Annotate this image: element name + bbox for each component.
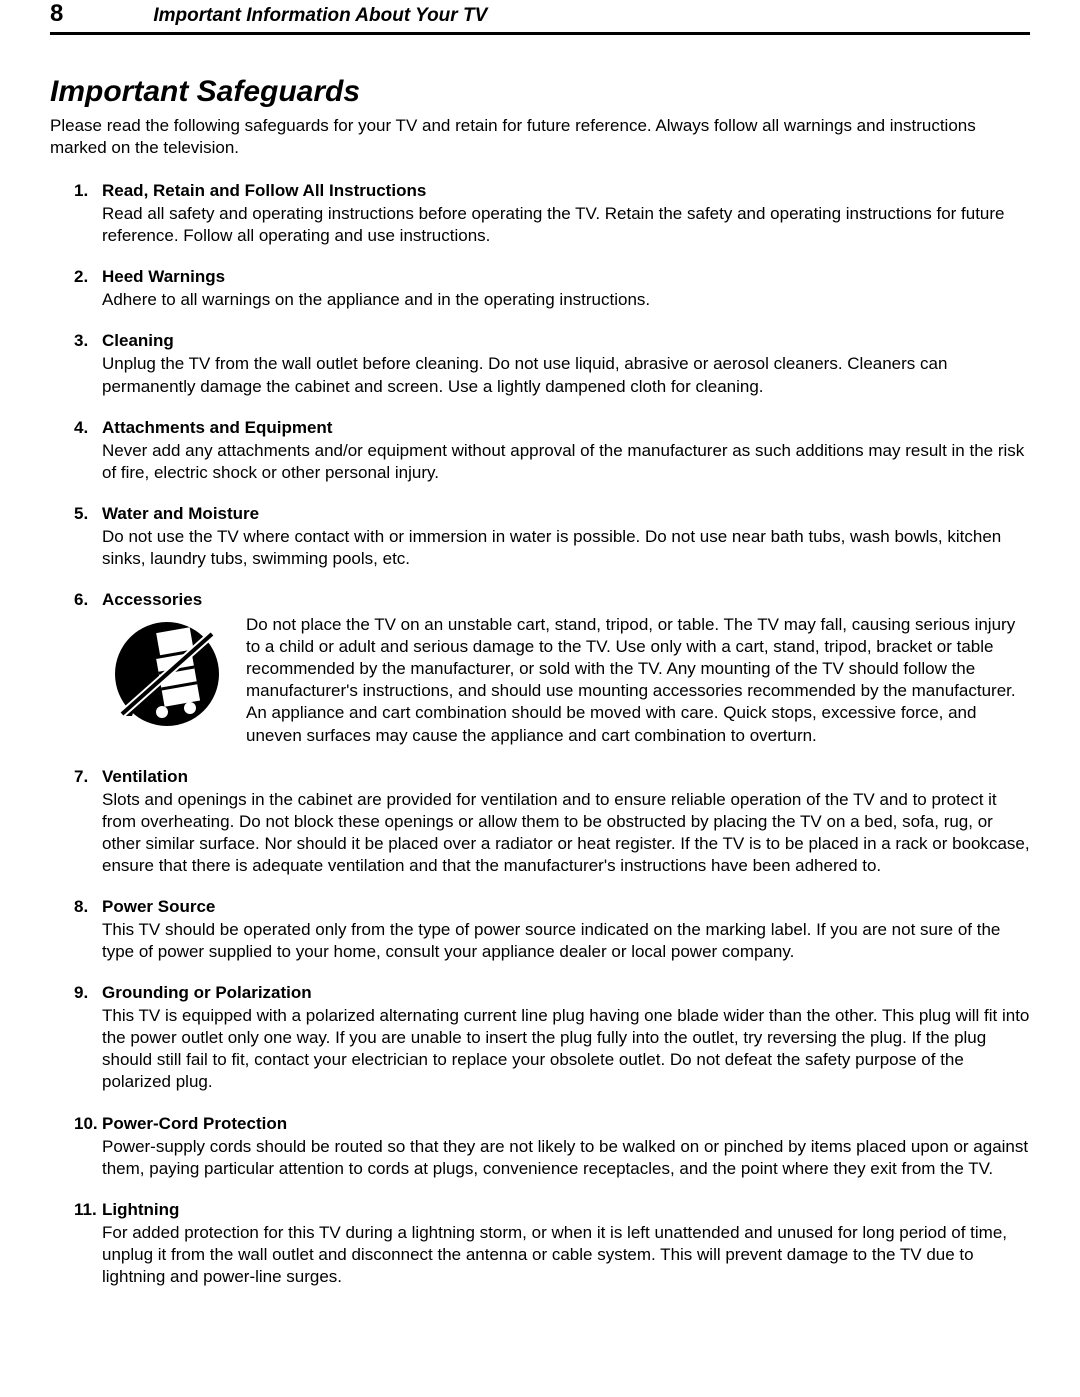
item-title: Attachments and Equipment: [102, 418, 1030, 438]
item-body: Read all safety and operating instructio…: [102, 203, 1030, 247]
safeguard-item: Ventilation Slots and openings in the ca…: [102, 767, 1030, 877]
item-title: Read, Retain and Follow All Instructions: [102, 181, 1030, 201]
safeguard-item: Grounding or Polarization This TV is equ…: [102, 983, 1030, 1093]
item-title: Heed Warnings: [102, 267, 1030, 287]
safeguard-item: Read, Retain and Follow All Instructions…: [102, 181, 1030, 247]
safeguard-item: Power Source This TV should be operated …: [102, 897, 1030, 963]
safeguards-list: Read, Retain and Follow All Instructions…: [50, 181, 1030, 1288]
safeguard-item: Water and Moisture Do not use the TV whe…: [102, 504, 1030, 570]
item-title: Accessories: [102, 590, 1030, 610]
item-body-p2: An appliance and cart combination should…: [246, 702, 1030, 746]
item-body: Unplug the TV from the wall outlet befor…: [102, 353, 1030, 397]
item-body: Power-supply cords should be routed so t…: [102, 1136, 1030, 1180]
page-number: 8: [50, 0, 63, 28]
safeguard-item: Lightning For added protection for this …: [102, 1200, 1030, 1288]
item-body: Adhere to all warnings on the appliance …: [102, 289, 1030, 311]
item-title: Grounding or Polarization: [102, 983, 1030, 1003]
safeguard-item: Heed Warnings Adhere to all warnings on …: [102, 267, 1030, 311]
item-title: Power-Cord Protection: [102, 1114, 1030, 1134]
page-header: 8 Important Information About Your TV: [50, 0, 1030, 35]
item-body: Slots and openings in the cabinet are pr…: [102, 789, 1030, 877]
item-body: Do not use the TV where contact with or …: [102, 526, 1030, 570]
safeguard-item: Attachments and Equipment Never add any …: [102, 418, 1030, 484]
item-title: Power Source: [102, 897, 1030, 917]
item-title: Ventilation: [102, 767, 1030, 787]
safeguard-item: Power-Cord Protection Power-supply cords…: [102, 1114, 1030, 1180]
safeguard-item: Cleaning Unplug the TV from the wall out…: [102, 331, 1030, 397]
tip-over-warning-icon: [102, 614, 232, 734]
item-body: This TV is equipped with a polarized alt…: [102, 1005, 1030, 1093]
item-title: Water and Moisture: [102, 504, 1030, 524]
running-head: Important Information About Your TV: [153, 5, 487, 27]
item-title: Cleaning: [102, 331, 1030, 351]
item-body-p1: Do not place the TV on an unstable cart,…: [246, 614, 1030, 702]
safeguard-item-accessories: Accessories: [102, 590, 1030, 747]
section-title: Important Safeguards: [50, 75, 1030, 109]
item-body: For added protection for this TV during …: [102, 1222, 1030, 1288]
intro-paragraph: Please read the following safeguards for…: [50, 115, 1030, 159]
item-body: Never add any attachments and/or equipme…: [102, 440, 1030, 484]
item-body: Do not place the TV on an unstable cart,…: [246, 614, 1030, 747]
item-body: This TV should be operated only from the…: [102, 919, 1030, 963]
item-title: Lightning: [102, 1200, 1030, 1220]
